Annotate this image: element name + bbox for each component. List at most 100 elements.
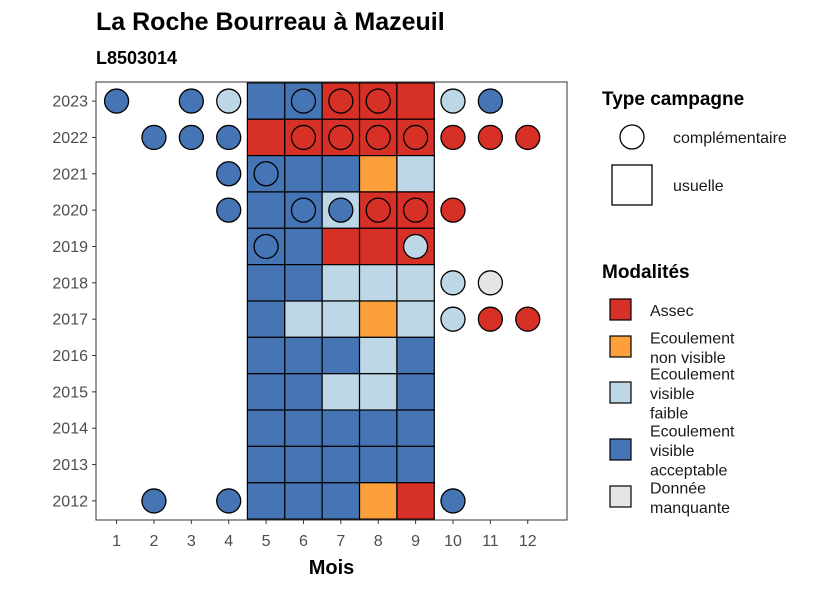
y-tick-label: 2020 — [52, 203, 88, 220]
x-tick-label: 7 — [336, 533, 345, 550]
legend-label-ecoulement_visible_faible: Ecoulement — [650, 367, 735, 384]
point-2017-12 — [515, 306, 541, 332]
tile-2017-6 — [284, 300, 323, 338]
legend-label-donnee_manquante: Donnée — [650, 480, 706, 497]
point-2020-6 — [290, 197, 317, 223]
tile-2014-9 — [396, 409, 435, 447]
x-tick-label: 1 — [112, 533, 121, 550]
tile-2017-5 — [246, 300, 286, 338]
legend-label-ecoulement_non_visible: non visible — [650, 350, 726, 367]
x-tick-label: 10 — [444, 533, 462, 550]
y-tick-label: 2012 — [52, 493, 88, 510]
tile-2013-6 — [284, 445, 323, 484]
point-2020-9 — [402, 197, 429, 223]
point-2018-11 — [477, 270, 504, 296]
x-tick-label: 8 — [374, 533, 383, 550]
tile-2015-5 — [246, 373, 286, 411]
point-2023-6 — [290, 88, 317, 114]
point-2022-7 — [328, 124, 354, 151]
y-tick-label: 2021 — [52, 166, 88, 183]
legend-circle-key — [619, 124, 645, 150]
x-tick-label: 3 — [187, 533, 196, 550]
complementaire-points — [103, 88, 541, 514]
chart-subtitle: L8503014 — [96, 48, 177, 68]
tile-2014-5 — [246, 409, 286, 447]
legend-shape-title: Type campagne — [602, 89, 744, 110]
tile-2015-6 — [284, 373, 323, 411]
legend-label-ecoulement_visible_faible: visible — [650, 386, 695, 403]
tile-2013-5 — [246, 445, 286, 484]
point-2022-9 — [402, 124, 429, 151]
legend-fill-title: Modalités — [602, 262, 690, 283]
point-2018-10 — [440, 270, 466, 296]
y-tick-label: 2013 — [52, 457, 88, 474]
y-tick-label: 2017 — [52, 312, 88, 329]
point-2020-4 — [216, 197, 242, 223]
point-2022-11 — [477, 124, 504, 151]
tile-2019-6 — [284, 227, 323, 266]
point-2021-4 — [216, 161, 242, 187]
point-2023-4 — [216, 88, 242, 114]
point-2022-4 — [216, 124, 242, 151]
point-2023-1 — [103, 88, 130, 114]
y-tick-label: 2018 — [52, 275, 88, 292]
legend-square-key — [611, 164, 653, 206]
point-2023-8 — [365, 88, 391, 114]
legend-key-assec — [609, 298, 632, 321]
legend-label-donnee_manquante: manquante — [650, 500, 730, 517]
point-2023-11 — [477, 88, 504, 114]
point-2022-2 — [141, 124, 167, 151]
legend-label-assec: Assec — [650, 303, 694, 320]
y-tick-label: 2014 — [52, 421, 88, 438]
legend-shape: complémentaire usuelle — [611, 124, 787, 206]
tile-2021-7 — [321, 155, 361, 193]
legend-label-ecoulement_non_visible: Ecoulement — [650, 330, 735, 347]
tile-2022-5 — [246, 118, 286, 157]
y-tick-label: 2016 — [52, 348, 88, 365]
point-2021-5 — [253, 161, 279, 187]
y-tick-label: 2019 — [52, 239, 88, 256]
tile-2015-9 — [396, 373, 435, 411]
x-tick-label: 2 — [149, 533, 158, 550]
point-2022-10 — [440, 124, 466, 151]
tile-2015-7 — [321, 373, 361, 411]
tile-2015-8 — [358, 373, 398, 411]
tile-2012-7 — [321, 482, 361, 520]
legend-shape-label: complémentaire — [673, 130, 787, 147]
x-tick-label: 5 — [262, 533, 271, 550]
point-2017-10 — [440, 306, 466, 332]
tile-2021-9 — [396, 155, 435, 193]
y-tick-label: 2022 — [52, 130, 88, 147]
tile-2012-6 — [284, 482, 323, 520]
legend-shape-label: usuelle — [673, 178, 724, 195]
tile-2012-8 — [358, 482, 398, 520]
tile-2016-7 — [321, 336, 361, 375]
tile-2017-9 — [396, 300, 435, 338]
x-axis-title: Mois — [309, 557, 355, 579]
point-2023-10 — [440, 88, 466, 114]
legend-label-ecoulement_visible_acceptable: Ecoulement — [650, 424, 735, 441]
tile-2014-8 — [358, 409, 398, 447]
tile-2018-8 — [358, 264, 398, 302]
tile-2019-8 — [358, 227, 398, 266]
legend-key-ecoulement_non_visible — [609, 335, 632, 358]
x-tick-label: 11 — [482, 533, 499, 550]
x-tick-label: 12 — [519, 533, 537, 550]
point-2012-10 — [440, 488, 466, 514]
tile-2021-8 — [358, 155, 398, 193]
point-2020-7 — [328, 197, 354, 223]
y-axis: 2012 2013 2014 2015 2016 2017 2018 2019 2020 2021… — [52, 94, 96, 510]
x-axis: 1 2 3 4 5 6 7 8 9 10 11 12 — [112, 520, 537, 550]
legend-label-ecoulement_visible_faible: faible — [650, 406, 688, 423]
tile-2013-9 — [396, 445, 435, 484]
tile-2018-9 — [396, 264, 435, 302]
point-2022-8 — [365, 124, 391, 151]
y-tick-label: 2023 — [52, 94, 88, 111]
point-2012-4 — [216, 488, 242, 514]
point-2020-8 — [365, 197, 391, 223]
point-2022-6 — [290, 124, 317, 151]
y-tick-label: 2015 — [52, 384, 88, 401]
tile-2012-9 — [396, 482, 435, 520]
tile-2016-8 — [358, 336, 398, 375]
